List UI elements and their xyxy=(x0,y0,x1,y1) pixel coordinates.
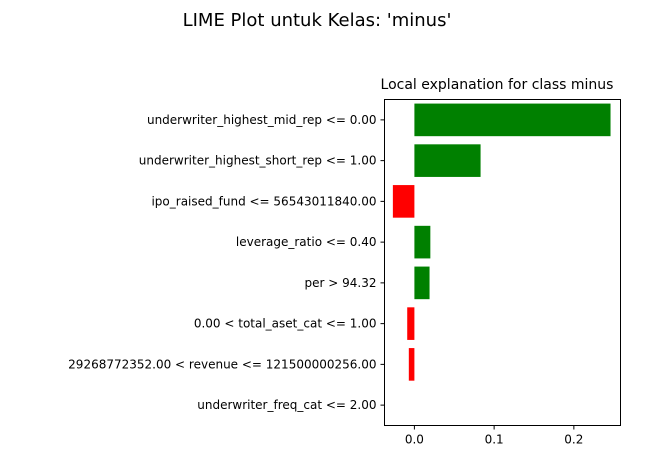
y-tick-label-5: 0.00 < total_aset_cat <= 1.00 xyxy=(194,317,377,331)
y-tick-label-6: 29268772352.00 < revenue <= 121500000256… xyxy=(68,357,376,371)
bar-3 xyxy=(414,225,431,259)
plot-frame xyxy=(384,99,621,426)
y-tick-label-0: underwriter_highest_mid_rep <= 0.00 xyxy=(147,113,377,127)
x-tick-label-0: 0.0 xyxy=(405,433,424,447)
figure-suptitle: LIME Plot untuk Kelas: 'minus' xyxy=(183,10,452,31)
bar-group xyxy=(392,103,611,381)
x-tick-label-2: 0.2 xyxy=(564,433,583,447)
y-tick-label-1: underwriter_highest_short_rep <= 1.00 xyxy=(139,154,377,168)
y-tick-label-4: per > 94.32 xyxy=(305,276,377,290)
x-axis-ticks: 0.0 0.1 0.2 xyxy=(405,425,583,447)
x-tick-label-1: 0.1 xyxy=(485,433,504,447)
bar-5 xyxy=(407,307,415,340)
bar-4 xyxy=(414,266,430,300)
bar-1 xyxy=(414,144,481,177)
bar-6 xyxy=(408,348,415,381)
y-tick-label-7: underwriter_freq_cat <= 2.00 xyxy=(197,398,376,412)
y-axis-ticks: underwriter_highest_mid_rep <= 0.00 under… xyxy=(68,113,385,412)
bar-2 xyxy=(392,185,415,218)
bar-0 xyxy=(414,103,611,137)
y-tick-label-3: leverage_ratio <= 0.40 xyxy=(236,235,377,249)
axes-title: Local explanation for class minus xyxy=(381,77,614,93)
y-tick-label-2: ipo_raised_fund <= 56543011840.00 xyxy=(151,194,376,208)
